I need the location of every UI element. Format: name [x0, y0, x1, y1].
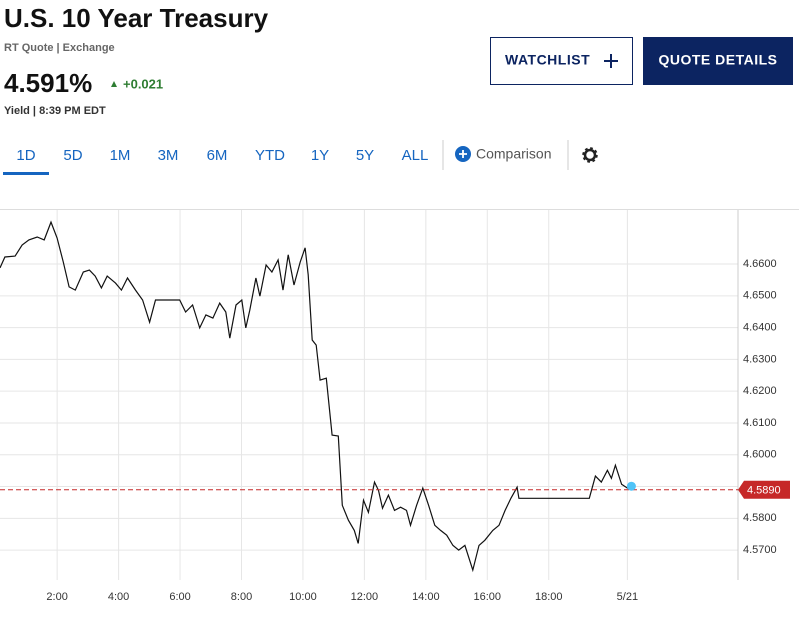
x-tick-label: 14:00 [412, 591, 440, 603]
tab[interactable]: 5Y [356, 147, 374, 164]
y-tick-label: 4.5800 [743, 512, 777, 524]
tab[interactable]: ALL [402, 147, 429, 164]
tab[interactable]: 5D [63, 147, 82, 164]
tab-bar: 1D 5D 1M 3M 6M YTD 1Y 5Y ALL [16, 147, 428, 164]
tab[interactable]: YTD [255, 147, 285, 164]
tab[interactable]: 6M [207, 147, 228, 164]
x-tick-label: 6:00 [169, 591, 190, 603]
x-tick-label: 2:00 [46, 591, 67, 603]
comparison-link[interactable]: Comparison [476, 146, 551, 162]
y-tick-label: 4.6300 [743, 353, 777, 365]
y-tick-label: 4.6600 [743, 258, 777, 270]
tab[interactable]: 1D [16, 147, 35, 164]
last-point [626, 481, 636, 491]
y-tick-label: 4.6500 [743, 290, 777, 302]
x-tick-label: 12:00 [351, 591, 379, 603]
tab[interactable]: 3M [158, 147, 179, 164]
price: 4.591% [4, 68, 92, 98]
quote-details-label: QUOTE DETAILS [658, 52, 777, 68]
x-tick-label: 4:00 [108, 591, 129, 603]
x-tick-label: 18:00 [535, 591, 563, 603]
up-arrow [111, 81, 117, 87]
watchlist-label: WATCHLIST [505, 52, 590, 68]
change: +0.021 [123, 76, 163, 91]
reference-label-bg [738, 480, 790, 499]
x-tick-label: 16:00 [474, 591, 502, 603]
chart: 4.57004.58004.59004.60004.61004.62004.63… [0, 210, 790, 603]
tab[interactable]: 1M [110, 147, 131, 164]
y-tick-label: 4.5700 [743, 544, 777, 556]
comparison-plus [459, 150, 467, 158]
gear-ring [583, 148, 597, 162]
tab[interactable]: 1Y [311, 147, 329, 164]
plus-icon [604, 54, 618, 68]
settings-icon[interactable] [582, 147, 598, 163]
x-tick-label: 10:00 [289, 591, 317, 603]
title: U.S. 10 Year Treasury [4, 3, 269, 33]
active-tab-underline [3, 172, 49, 175]
y-tick-label: 4.6000 [743, 449, 777, 461]
x-tick-label: 8:00 [231, 591, 252, 603]
y-tick-label: 4.6100 [743, 417, 777, 429]
x-tick-label: 5/21 [617, 591, 638, 603]
y-tick-label: 4.6200 [743, 385, 777, 397]
y-tick-label: 4.6400 [743, 322, 777, 334]
reference-label: 4.5890 [747, 485, 781, 497]
price-line [0, 220, 632, 573]
quote-meta: Yield | 8:39 PM EDT [4, 105, 106, 117]
quote-details-button[interactable] [643, 37, 793, 85]
subtitle: RT Quote | Exchange [4, 42, 115, 54]
